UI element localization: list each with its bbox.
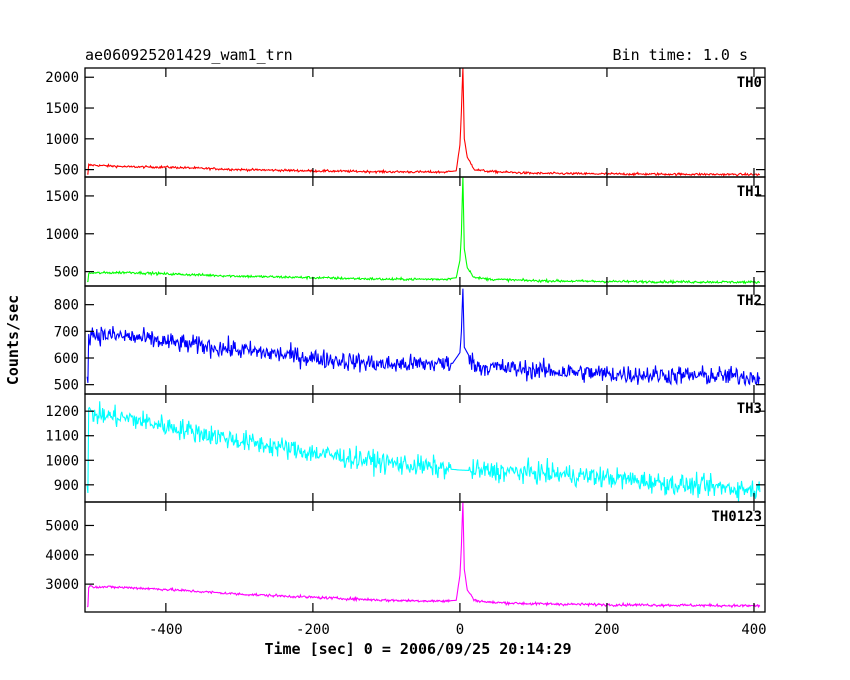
series-line-th1 xyxy=(87,177,761,285)
panel-frame xyxy=(84,501,766,613)
panel-th0123: 3000 4000 5000 TH0123 xyxy=(45,501,766,613)
y-tick-label: 2000 xyxy=(45,70,79,86)
y-tick-label: 4000 xyxy=(45,548,79,564)
series-line-th3 xyxy=(86,401,761,502)
y-axis-label: Counts/sec xyxy=(4,295,22,385)
y-tick-label: 1000 xyxy=(45,453,79,469)
series-line-th0 xyxy=(87,68,760,177)
x-axis-label: Time [sec] 0 = 2006/09/25 20:14:29 xyxy=(264,640,571,658)
x-tick-label: -200 xyxy=(296,622,330,638)
bin-time-label: Bin time: 1.0 s xyxy=(613,46,748,64)
y-tick-label: 500 xyxy=(54,163,79,179)
y-tick-label: 700 xyxy=(54,324,79,340)
chart-title: ae060925201429_wam1_trn xyxy=(85,46,293,64)
y-tick-label: 500 xyxy=(54,265,79,281)
y-tick-label: 3000 xyxy=(45,577,79,593)
panel-label-th3: TH3 xyxy=(737,401,762,417)
panel-label-th2: TH2 xyxy=(737,293,762,309)
panel-label-th0: TH0 xyxy=(737,75,762,91)
panel-th2: 500 600 700 800 TH2 xyxy=(54,285,766,395)
x-tick-label: 400 xyxy=(741,622,766,638)
x-tick-label: 0 xyxy=(456,622,464,638)
y-tick-label: 900 xyxy=(54,478,79,494)
panel-label-th0123: TH0123 xyxy=(711,509,762,525)
panel-th0: 500 1000 1500 2000 TH0 xyxy=(45,67,766,179)
panel-th3: 900 1000 1100 1200 TH3 xyxy=(45,393,766,503)
panel-frame xyxy=(84,285,766,395)
panel-label-th1: TH1 xyxy=(737,184,762,200)
panel-frame xyxy=(84,176,766,287)
series-line-th0123 xyxy=(86,502,761,609)
panel-frame xyxy=(84,67,766,178)
y-tick-label: 1500 xyxy=(45,189,79,205)
series-line-th2 xyxy=(86,288,761,387)
y-tick-label: 1000 xyxy=(45,132,79,148)
y-tick-label: 1100 xyxy=(45,429,79,445)
y-tick-label: 600 xyxy=(54,351,79,367)
y-tick-label: 1500 xyxy=(45,101,79,117)
y-tick-label: 1000 xyxy=(45,227,79,243)
y-tick-label: 1200 xyxy=(45,404,79,420)
y-tick-label: 800 xyxy=(54,298,79,314)
x-tick-label: -400 xyxy=(149,622,183,638)
y-tick-label: 500 xyxy=(54,378,79,394)
x-tick-label: 200 xyxy=(594,622,619,638)
panel-th1: 500 1000 1500 TH1 xyxy=(45,176,766,287)
panel-frame xyxy=(84,393,766,503)
y-tick-label: 5000 xyxy=(45,518,79,534)
